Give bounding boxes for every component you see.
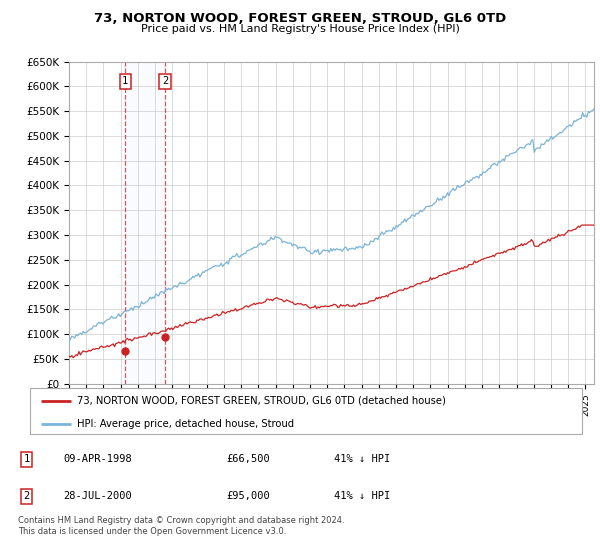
Text: 28-JUL-2000: 28-JUL-2000 bbox=[63, 491, 132, 501]
Text: Contains HM Land Registry data © Crown copyright and database right 2024.
This d: Contains HM Land Registry data © Crown c… bbox=[18, 516, 344, 536]
Text: HPI: Average price, detached house, Stroud: HPI: Average price, detached house, Stro… bbox=[77, 419, 294, 429]
Bar bbox=[125, 62, 165, 384]
Text: £95,000: £95,000 bbox=[227, 491, 271, 501]
Text: 2: 2 bbox=[23, 491, 29, 501]
Text: 2: 2 bbox=[162, 76, 168, 86]
Text: 1: 1 bbox=[23, 454, 29, 464]
Text: 73, NORTON WOOD, FOREST GREEN, STROUD, GL6 0TD: 73, NORTON WOOD, FOREST GREEN, STROUD, G… bbox=[94, 12, 506, 25]
Text: 41% ↓ HPI: 41% ↓ HPI bbox=[334, 454, 390, 464]
Text: 09-APR-1998: 09-APR-1998 bbox=[63, 454, 132, 464]
Text: £66,500: £66,500 bbox=[227, 454, 271, 464]
Text: Price paid vs. HM Land Registry's House Price Index (HPI): Price paid vs. HM Land Registry's House … bbox=[140, 24, 460, 34]
FancyBboxPatch shape bbox=[30, 388, 582, 434]
Text: 73, NORTON WOOD, FOREST GREEN, STROUD, GL6 0TD (detached house): 73, NORTON WOOD, FOREST GREEN, STROUD, G… bbox=[77, 396, 446, 406]
Text: 41% ↓ HPI: 41% ↓ HPI bbox=[334, 491, 390, 501]
Text: 1: 1 bbox=[122, 76, 128, 86]
